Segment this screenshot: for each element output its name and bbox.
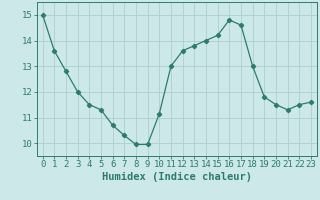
X-axis label: Humidex (Indice chaleur): Humidex (Indice chaleur) bbox=[102, 172, 252, 182]
